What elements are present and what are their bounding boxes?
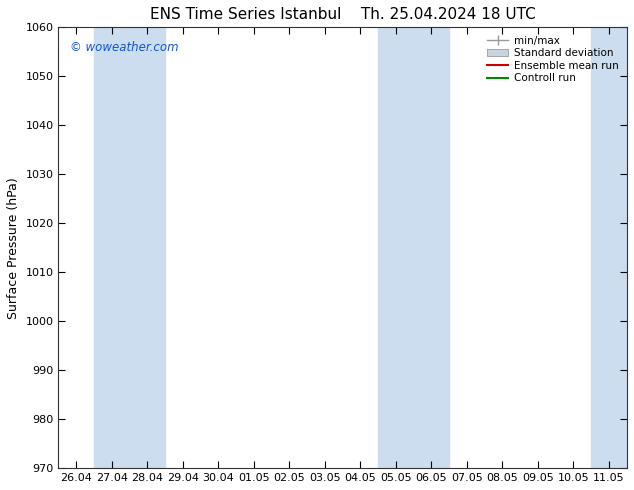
Bar <box>591 27 626 468</box>
Bar <box>94 27 165 468</box>
Bar <box>378 27 449 468</box>
Title: ENS Time Series Istanbul    Th. 25.04.2024 18 UTC: ENS Time Series Istanbul Th. 25.04.2024 … <box>150 7 536 22</box>
Y-axis label: Surface Pressure (hPa): Surface Pressure (hPa) <box>7 177 20 318</box>
Legend: min/max, Standard deviation, Ensemble mean run, Controll run: min/max, Standard deviation, Ensemble me… <box>484 32 621 87</box>
Text: © woweather.com: © woweather.com <box>70 41 179 53</box>
